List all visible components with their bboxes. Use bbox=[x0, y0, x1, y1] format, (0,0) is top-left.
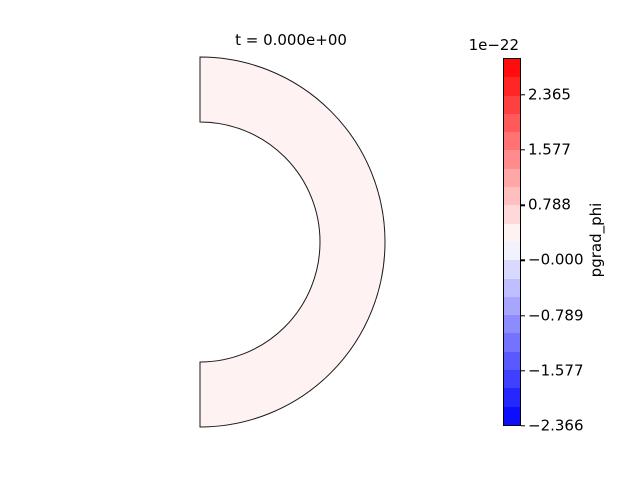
colorbar-band bbox=[504, 223, 520, 242]
colorbar-band bbox=[504, 113, 520, 133]
colorbar-tick-label: 2.365 bbox=[528, 85, 571, 104]
colorbar-tick-label: 1.577 bbox=[528, 140, 571, 159]
colorbar-band bbox=[504, 59, 520, 78]
colorbar-band bbox=[504, 95, 520, 114]
colorbar-band bbox=[504, 260, 520, 279]
colorbar-band bbox=[504, 241, 520, 261]
colorbar-offset-label: 1e−22 bbox=[468, 36, 519, 54]
colorbar-band bbox=[504, 278, 520, 297]
colorbar bbox=[503, 58, 521, 426]
colorbar-tick-label: 0.788 bbox=[528, 195, 571, 214]
colorbar-tick bbox=[521, 370, 525, 372]
colorbar-band bbox=[504, 370, 520, 389]
colorbar-tick-label: −0.000 bbox=[528, 250, 584, 269]
colorbar-tick bbox=[521, 425, 525, 427]
colorbar-tick-label: −0.789 bbox=[528, 305, 584, 324]
colorbar-band bbox=[504, 315, 520, 334]
colorbar-band bbox=[504, 205, 520, 224]
colorbar-tick bbox=[521, 149, 525, 151]
colorbar-tick-label: −1.577 bbox=[528, 361, 584, 380]
colorbar-band bbox=[504, 150, 520, 169]
colorbar-band bbox=[504, 187, 520, 206]
colorbar-band bbox=[504, 132, 520, 151]
colorbar-band bbox=[504, 388, 520, 407]
colorbar-band bbox=[504, 168, 520, 188]
colorbar-band bbox=[504, 77, 520, 96]
colorbar-band bbox=[504, 333, 520, 352]
colorbar-tick-label: −2.366 bbox=[528, 416, 584, 435]
colorbar-tick bbox=[521, 259, 525, 262]
colorbar-axis-label: pgrad_phi bbox=[587, 202, 605, 278]
annulus-region bbox=[199, 56, 386, 428]
colorbar-tick bbox=[521, 204, 525, 206]
colorbar-band bbox=[504, 406, 520, 425]
colorbar-band bbox=[504, 296, 520, 316]
colorbar-tick bbox=[521, 94, 525, 96]
colorbar-tick bbox=[521, 314, 525, 317]
colorbar-band bbox=[504, 351, 520, 371]
plot-title: t = 0.000e+00 bbox=[235, 31, 347, 49]
